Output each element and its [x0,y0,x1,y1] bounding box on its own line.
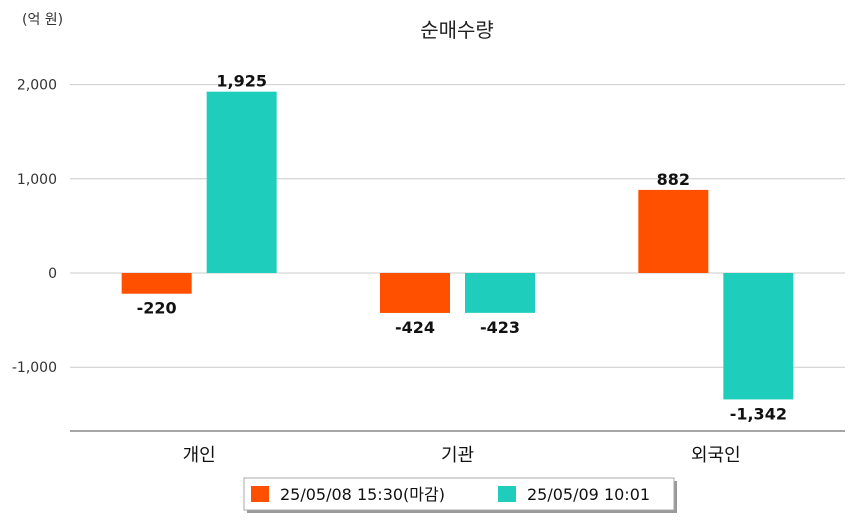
x-axis-ticks: 개인 기관 외국인 [183,445,741,466]
y-tick-label: 2,000 [17,78,57,94]
legend-label: 25/05/09 10:01 [527,485,650,504]
x-tick-label: 기관 [441,445,474,466]
legend-swatch [498,486,516,502]
data-label: 1,925 [216,72,267,91]
unit-label: (억 원) [22,12,63,28]
bar [206,91,277,273]
legend: 25/05/08 15:30(마감) 25/05/09 10:01 [243,477,677,513]
x-tick-label: 외국인 [691,445,741,466]
y-axis-ticks: 2,000 1,000 0 -1,000 [12,78,57,377]
bar [723,273,794,400]
data-label: 882 [657,170,690,189]
bar [638,189,709,273]
data-label: -423 [480,318,520,337]
y-tick-label: 1,000 [17,172,57,188]
y-tick-label: -1,000 [12,360,57,376]
bar [380,273,450,313]
y-tick-label: 0 [48,266,57,282]
bar [465,273,535,313]
x-tick-label: 개인 [183,445,216,466]
chart-title: 순매수량 [420,18,494,42]
bars: -220 1,925 -424 -423 882 -1,342 [121,72,794,423]
legend-label: 25/05/08 15:30(마감) [280,485,445,504]
bar [121,273,192,294]
legend-box [243,477,675,511]
data-label: -220 [137,299,177,318]
legend-items: 25/05/08 15:30(마감) 25/05/09 10:01 [251,485,650,504]
data-label: -1,342 [730,404,787,423]
gridlines [70,84,845,368]
legend-swatch [251,486,269,502]
data-label: -424 [395,318,435,337]
